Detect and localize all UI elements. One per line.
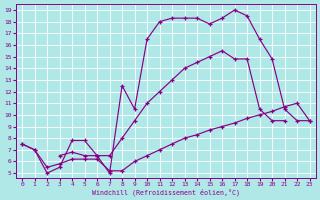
X-axis label: Windchill (Refroidissement éolien,°C): Windchill (Refroidissement éolien,°C) [92,188,240,196]
